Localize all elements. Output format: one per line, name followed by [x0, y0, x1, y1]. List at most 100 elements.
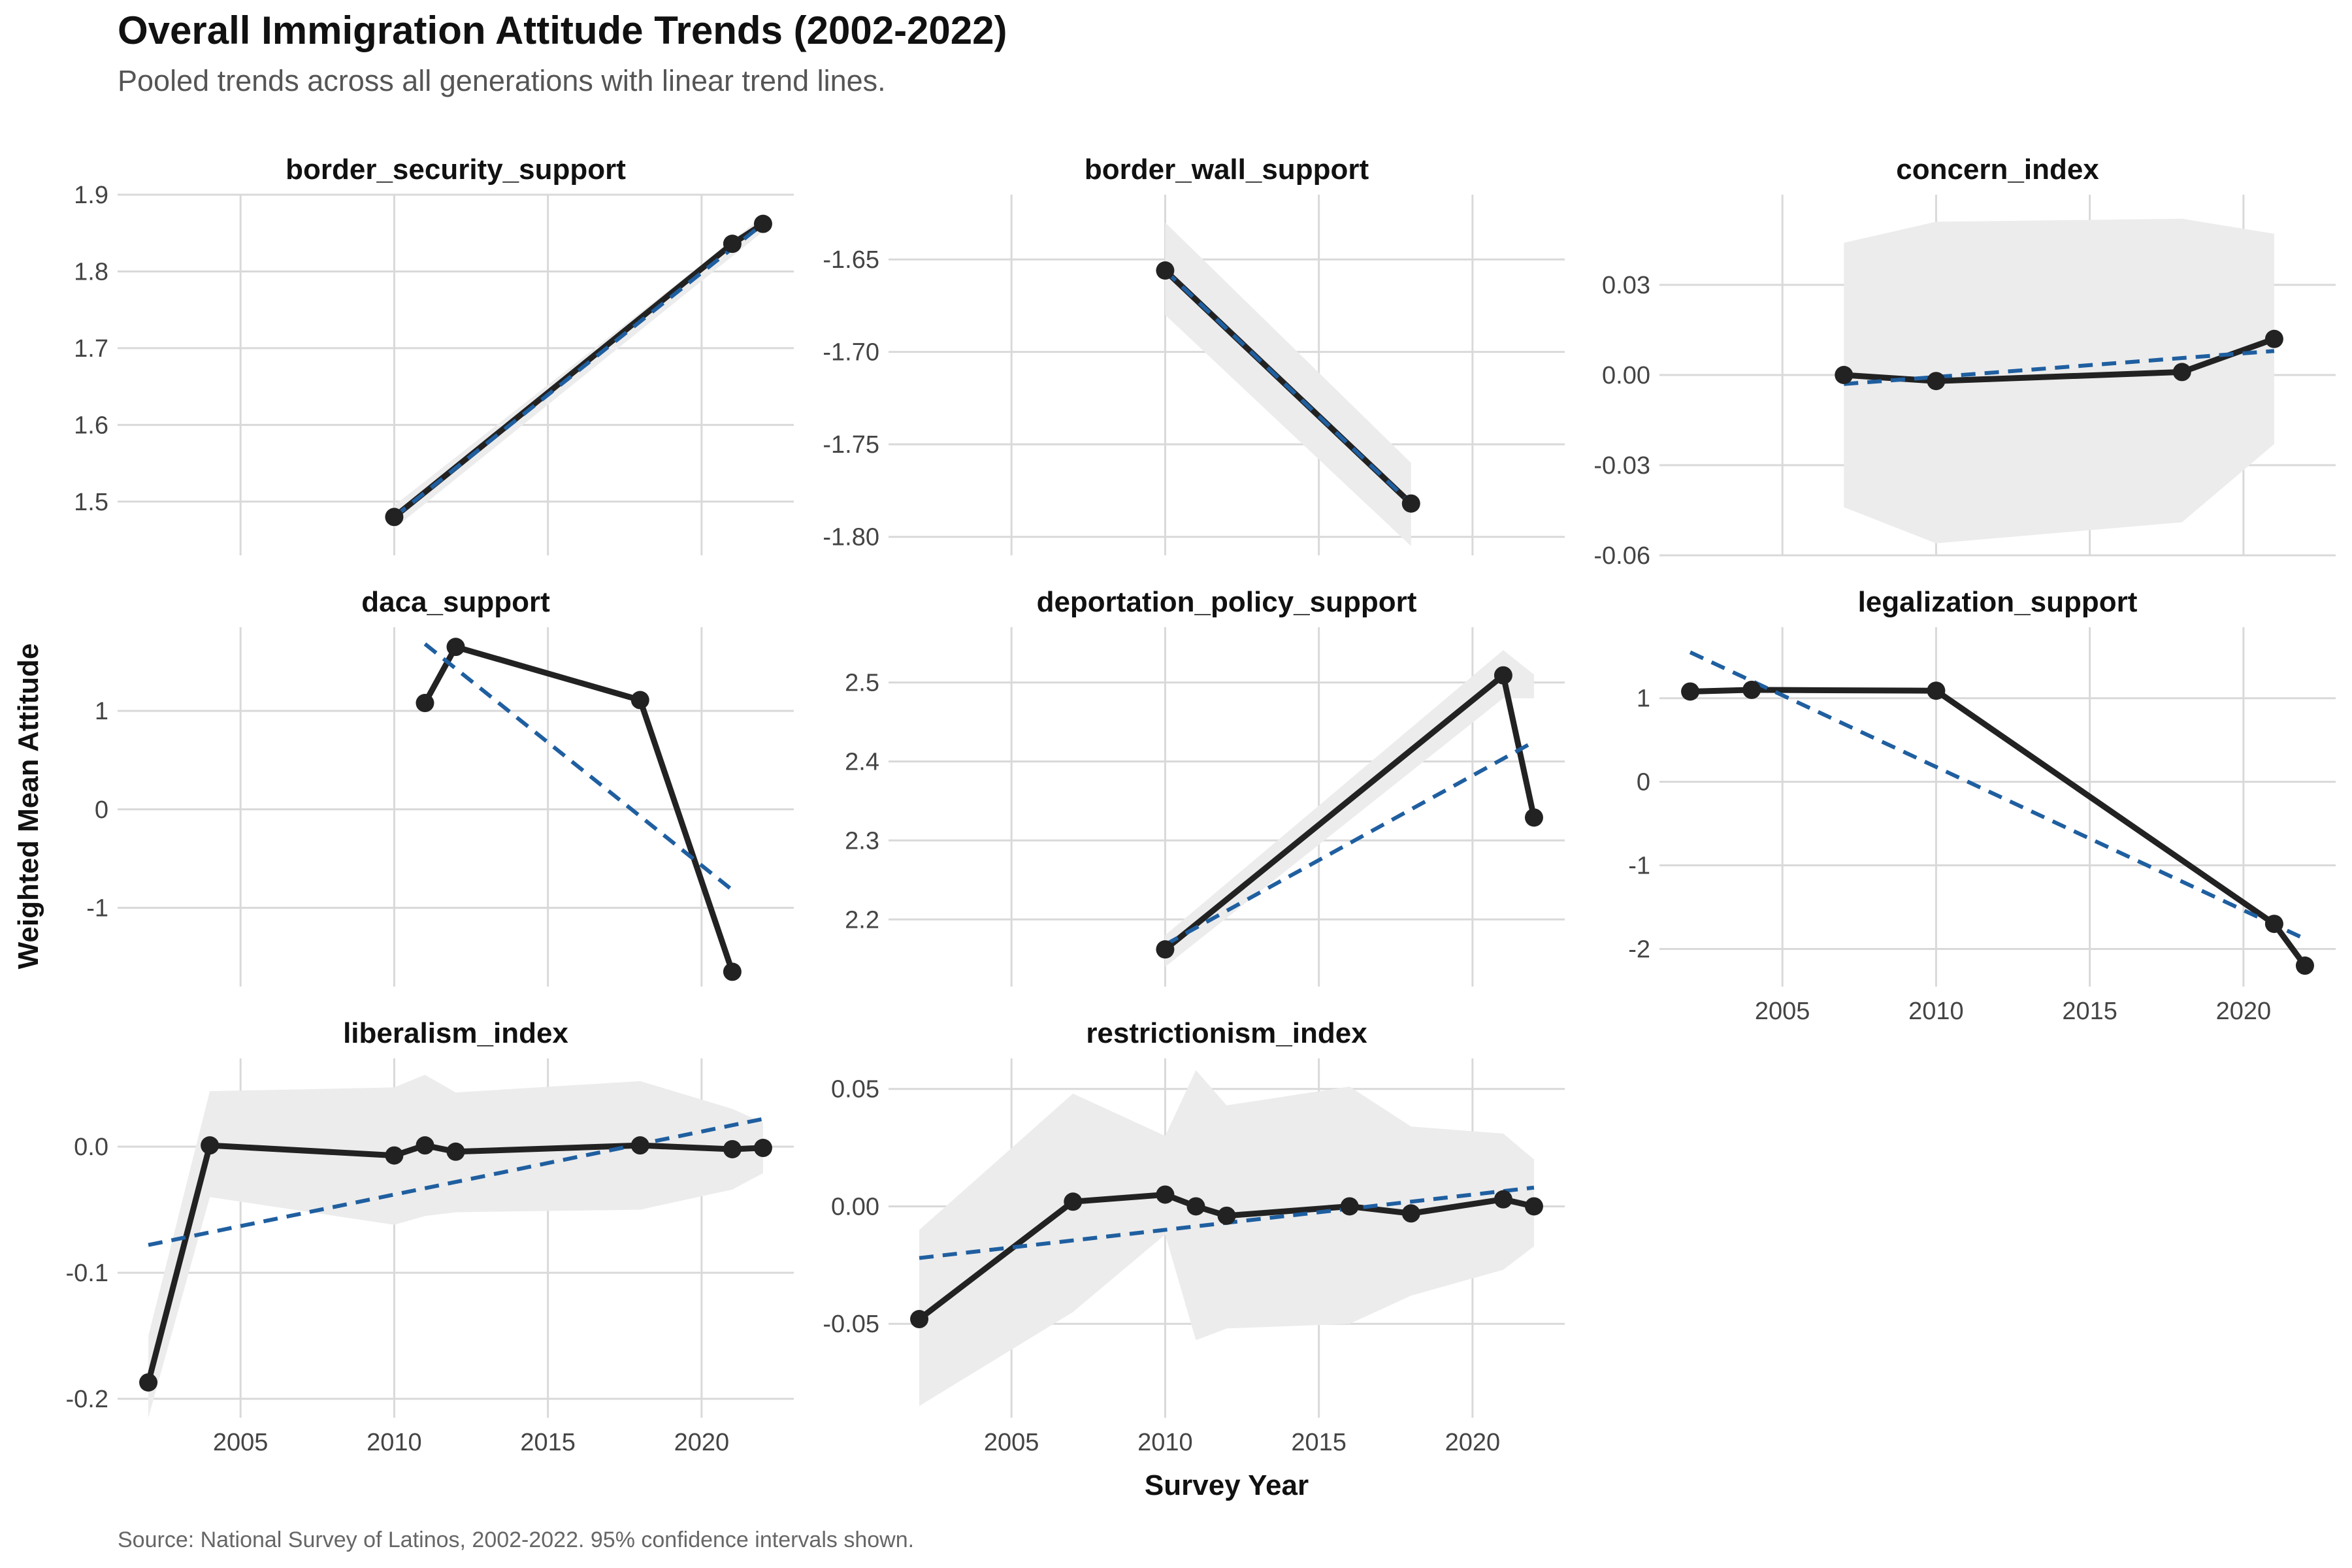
y-tick-label: 0.00	[1602, 362, 1650, 389]
y-tick-label: 0.05	[831, 1076, 879, 1103]
x-tick-label: 2010	[1137, 1429, 1193, 1456]
x-tick-label: 2015	[520, 1429, 576, 1456]
data-point	[446, 1142, 465, 1161]
data-point	[1524, 808, 1543, 827]
panel-liberalism_index: liberalism_index 0.0 -0.1 -0.2 2005 2010 2015 2…	[66, 1017, 794, 1456]
data-point	[416, 694, 434, 713]
y-tick-label: -2	[1628, 936, 1650, 963]
y-tick-label: 0.00	[831, 1193, 879, 1220]
data-point	[1064, 1192, 1083, 1211]
data-point	[1835, 366, 1854, 384]
panel-border_wall_support: border_wall_support -1.65 -1.70 -1.75 -1.80	[823, 154, 1565, 555]
series-line	[421, 644, 736, 975]
y-tick-label: 0.03	[1602, 272, 1650, 299]
trend-line	[423, 642, 734, 892]
data-point	[1927, 372, 1946, 391]
strip-title: legalization_support	[1858, 586, 2138, 618]
panel-restrictionism_index: restrictionism_index 0.05 0.00 -0.05 2005 201…	[823, 1017, 1565, 1456]
data-point	[753, 1139, 772, 1158]
data-point	[139, 1373, 158, 1392]
panel-deportation_policy_support: deportation_policy_support 2.5 2.4 2.3 2.2	[845, 586, 1565, 987]
data-point	[1494, 666, 1512, 685]
confidence-ribbon	[1844, 218, 2274, 544]
y-tick-label: -0.06	[1593, 542, 1650, 570]
data-point	[2264, 329, 2283, 348]
y-tick-label: 2.5	[845, 670, 879, 697]
data-point	[2172, 363, 2191, 382]
trend-line	[1689, 650, 2306, 941]
y-axis-title: Weighted Mean Attitude	[12, 644, 44, 970]
trend-line	[1164, 269, 1413, 505]
strip-title: deportation_policy_support	[1037, 586, 1417, 618]
data-point	[723, 1139, 742, 1158]
data-point	[416, 1136, 434, 1155]
data-point	[753, 214, 772, 233]
data-point	[385, 1146, 404, 1165]
data-point	[1401, 494, 1420, 513]
y-tick-label: -1	[86, 894, 108, 922]
data-point	[723, 235, 742, 253]
y-tick-label: 1.8	[74, 258, 108, 286]
confidence-ribbon	[919, 1070, 1534, 1407]
data-point	[1340, 1197, 1359, 1216]
strip-title: concern_index	[1896, 154, 2099, 186]
y-tick-label: 1	[95, 698, 108, 725]
data-point	[723, 962, 742, 981]
chart-subtitle: Pooled trends across all generations wit…	[118, 64, 886, 97]
data-point	[1681, 682, 1700, 701]
data-point	[201, 1136, 220, 1155]
data-point	[1524, 1197, 1543, 1216]
data-point	[446, 638, 465, 657]
x-tick-label: 2005	[984, 1429, 1039, 1456]
chart-caption: Source: National Survey of Latinos, 2002…	[118, 1527, 915, 1552]
y-tick-label: -0.1	[66, 1260, 108, 1287]
x-tick-label: 2015	[2062, 998, 2117, 1025]
y-tick-label: -1	[1628, 853, 1650, 880]
x-tick-label: 2020	[674, 1429, 730, 1456]
y-tick-label: 0	[95, 796, 108, 824]
y-tick-label: 1.7	[74, 335, 108, 363]
trend-line	[393, 222, 764, 519]
y-tick-label: -1.70	[823, 339, 879, 367]
y-tick-label: 0	[1637, 769, 1650, 796]
panel-daca_support: daca_support 1 0 -1	[86, 586, 794, 987]
data-point	[630, 1136, 649, 1155]
data-point	[1186, 1197, 1205, 1216]
strip-title: border_wall_support	[1085, 154, 1369, 186]
x-tick-label: 2010	[1908, 998, 1964, 1025]
y-tick-label: 1.6	[74, 412, 108, 439]
strip-title: daca_support	[361, 586, 550, 618]
y-tick-label: 1.5	[74, 489, 108, 516]
trend-line	[148, 1117, 764, 1247]
x-tick-label: 2020	[1445, 1429, 1501, 1456]
panel-concern_index: concern_index 0.03 0.00 -0.03 -0.06	[1593, 154, 2336, 570]
x-tick-label: 2005	[1755, 998, 1810, 1025]
data-point	[630, 691, 649, 710]
x-tick-label: 2010	[367, 1429, 422, 1456]
data-point	[1156, 1185, 1175, 1204]
data-point	[1156, 940, 1175, 959]
confidence-ribbon	[148, 1075, 763, 1418]
chart-title: Overall Immigration Attitude Trends (200…	[118, 8, 1007, 52]
y-tick-label: -1.80	[823, 524, 879, 551]
data-point	[1742, 680, 1761, 699]
series-line	[145, 1142, 766, 1386]
panel-legalization_support: legalization_support 1 0 -1 -2 2005 2010 2015 20…	[1628, 586, 2336, 1025]
y-tick-label: -1.65	[823, 246, 879, 274]
strip-title: border_security_support	[286, 154, 626, 186]
data-point	[1156, 261, 1175, 280]
data-point	[2264, 915, 2283, 934]
y-tick-label: -0.05	[823, 1311, 879, 1338]
data-point	[1927, 681, 1946, 700]
data-point	[1401, 1204, 1420, 1223]
panel-border_security_support: border_security_support 1.9 1.8 1.7 1.6 1.5	[74, 154, 794, 555]
x-tick-label: 2005	[213, 1429, 269, 1456]
x-axis-title: Survey Year	[1145, 1469, 1309, 1501]
y-tick-label: 1.9	[74, 182, 108, 209]
y-tick-label: 2.4	[845, 748, 879, 776]
data-point	[910, 1310, 929, 1329]
y-tick-label: 2.3	[845, 827, 879, 855]
y-tick-label: -0.2	[66, 1386, 108, 1413]
confidence-ribbon	[1165, 650, 1534, 967]
